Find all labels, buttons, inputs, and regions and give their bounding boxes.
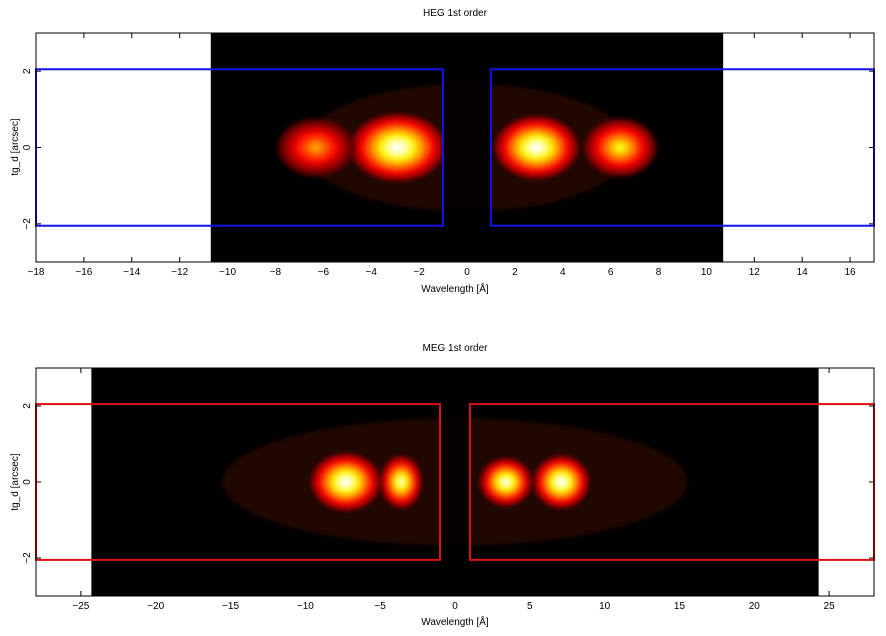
undefined-y-tick-label: 2 [22,68,33,74]
heg-y-axis-label: tg_d [arcsec] [10,118,21,175]
undefined-x-tick-label: 20 [749,601,761,612]
meg-emission-blob [311,453,381,511]
undefined-x-tick-label: 2 [512,267,518,278]
undefined-x-tick-label: −14 [123,267,140,278]
meg-y-axis-label: tg_d [arcsec] [10,453,21,510]
meg-emission-blob [380,455,422,509]
meg-emission-blob [480,458,532,506]
heg-x-axis-label: Wavelength [Å] [421,282,489,295]
undefined-x-tick-label: 6 [608,267,614,278]
heg-plot-area [210,33,724,262]
undefined-x-tick-label: 4 [560,267,566,278]
undefined-y-tick-label: 0 [22,144,33,150]
undefined-x-tick-label: 10 [599,601,611,612]
heg-emission-blob [277,118,355,177]
undefined-x-tick-label: 0 [464,267,470,278]
undefined-x-tick-label: −10 [219,267,236,278]
undefined-x-tick-label: −18 [28,267,45,278]
undefined-zeroth-order-gap [443,33,491,262]
undefined-x-tick-label: 5 [527,601,533,612]
meg-panel: MEG 1st order −25 −20 −15 −10 −5 0 5 10 15 20 25 −… [10,343,875,628]
undefined-x-tick-label: 12 [749,267,761,278]
undefined-x-tick-label: 25 [824,601,836,612]
undefined-x-tick-label: 16 [844,267,856,278]
undefined-x-tick-label: 0 [452,601,458,612]
meg-title: MEG 1st order [422,343,488,354]
undefined-x-tick-label: −4 [365,267,377,278]
meg-x-ticks: −25 −20 −15 −10 −5 0 5 10 15 20 25 [72,368,835,612]
undefined-x-tick-label: −8 [270,267,282,278]
meg-y-ticks: −2 0 2 [22,403,874,564]
undefined-y-tick-label: 2 [22,403,33,409]
undefined-zeroth-order-gap [440,368,470,596]
meg-emission-blob [533,455,589,509]
heg-emission-blob [495,116,578,179]
undefined-x-tick-label: −2 [413,267,425,278]
heg-panel: HEG 1st order −18 −16 −14 −12 −10 −8 −6 −4 −2 0 2 4… [10,8,875,295]
heg-x-ticks: −18 −16 −14 −12 −10 −8 −6 −4 −2 0 2 4 6 8 10 12 14 16 [28,33,856,278]
heg-y-ticks: −2 0 2 [22,68,874,230]
undefined-y-tick-label: 0 [22,479,33,485]
undefined-x-tick-label: −15 [222,601,239,612]
undefined-x-tick-label: 8 [656,267,662,278]
undefined-y-tick-label: −2 [22,552,33,564]
meg-plot-area [91,368,819,596]
undefined-x-tick-label: −25 [72,601,89,612]
meg-x-axis-label: Wavelength [Å] [421,615,489,628]
undefined-x-tick-label: 14 [797,267,809,278]
undefined-y-tick-label: −2 [22,218,33,230]
undefined-x-tick-label: 15 [674,601,686,612]
heg-title: HEG 1st order [423,8,488,19]
undefined-x-tick-label: −5 [374,601,386,612]
heg-emission-blob [584,118,657,177]
undefined-x-tick-label: 10 [701,267,713,278]
undefined-x-tick-label: −10 [297,601,314,612]
undefined-x-tick-label: −12 [171,267,188,278]
heg-emission-blob [350,114,445,181]
undefined-x-tick-label: −16 [75,267,92,278]
undefined-x-tick-label: −6 [318,267,330,278]
undefined-x-tick-label: −20 [147,601,164,612]
